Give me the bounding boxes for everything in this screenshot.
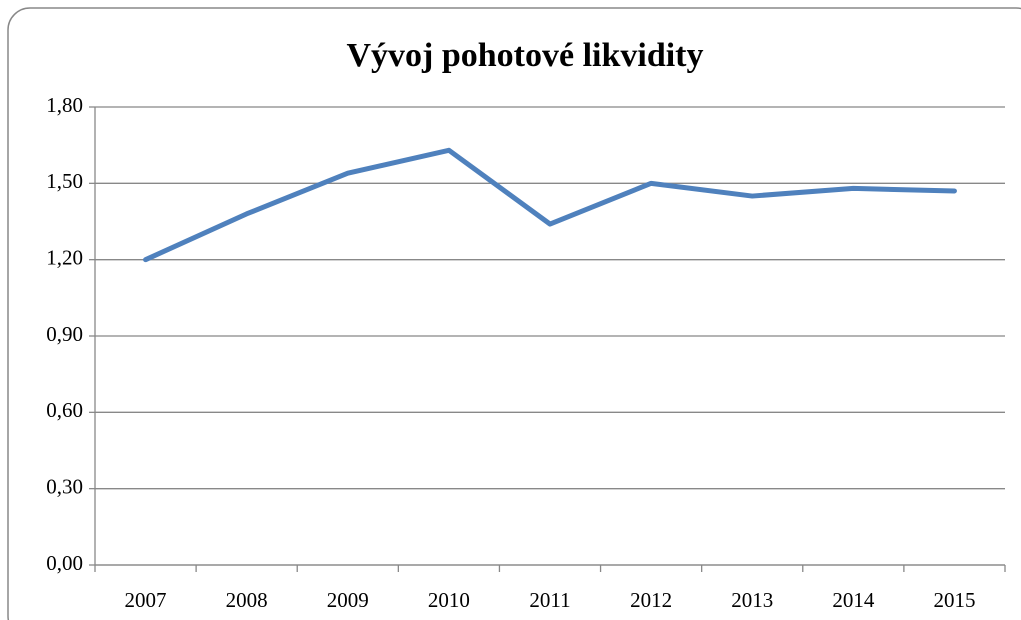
x-tick-label: 2007	[125, 588, 167, 612]
x-tick-label: 2012	[630, 588, 672, 612]
x-tick-label: 2010	[428, 588, 470, 612]
y-tick-label: 1,80	[46, 93, 83, 117]
x-tick-label: 2011	[529, 588, 570, 612]
data-line	[143, 147, 957, 263]
y-tick-label: 0,90	[46, 322, 83, 346]
x-tick-label: 2014	[832, 588, 875, 612]
chart-frame	[7, 7, 1021, 620]
y-tick-label: 1,20	[46, 245, 83, 269]
x-tick-label: 2013	[731, 588, 773, 612]
y-tick-label: 0,60	[46, 398, 83, 422]
y-tick-label: 0,00	[46, 551, 83, 575]
y-tick-label: 1,50	[46, 169, 83, 193]
y-tick-label: 0,30	[46, 474, 83, 498]
x-tick-label: 2008	[226, 588, 268, 612]
chart-title: Vývoj pohotové likvidity	[346, 37, 703, 74]
x-tick-label: 2015	[933, 588, 975, 612]
x-tick-label: 2009	[327, 588, 369, 612]
